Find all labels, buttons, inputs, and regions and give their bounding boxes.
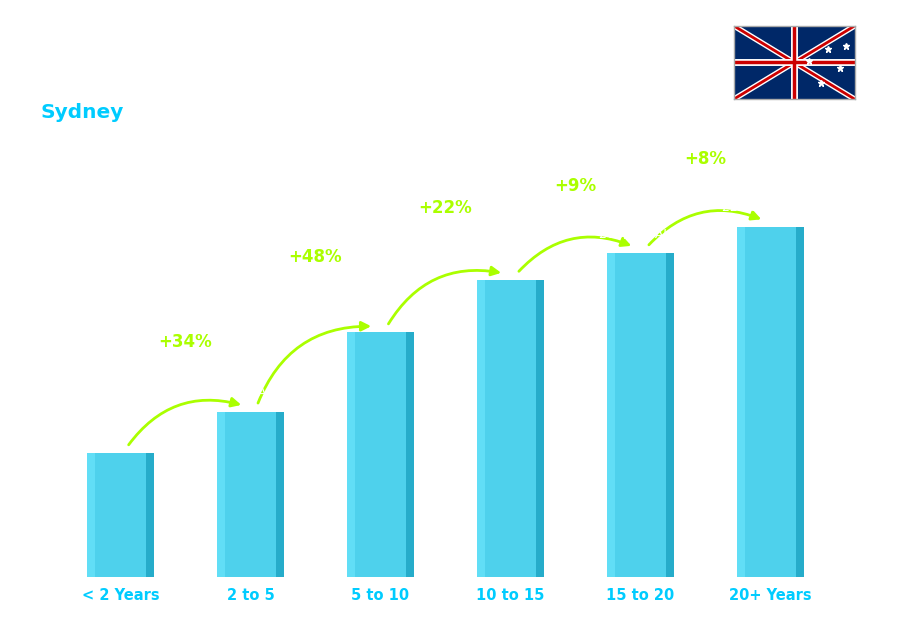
FancyArrowPatch shape bbox=[649, 210, 759, 245]
Bar bbox=[86, 453, 154, 577]
Bar bbox=[607, 253, 615, 577]
FancyArrowPatch shape bbox=[389, 267, 499, 324]
Bar bbox=[796, 227, 805, 577]
Text: Sydney: Sydney bbox=[40, 103, 124, 122]
Text: Salary Comparison By Experience: Salary Comparison By Experience bbox=[40, 22, 592, 51]
Bar bbox=[737, 227, 805, 577]
Bar bbox=[217, 412, 284, 577]
Text: 79,400 AUD: 79,400 AUD bbox=[47, 428, 122, 441]
Text: 106,000 AUD: 106,000 AUD bbox=[202, 387, 285, 399]
Text: +8%: +8% bbox=[685, 150, 726, 168]
FancyArrowPatch shape bbox=[258, 322, 368, 403]
Bar bbox=[86, 453, 94, 577]
Text: +22%: +22% bbox=[418, 199, 472, 217]
Bar bbox=[217, 412, 225, 577]
Bar bbox=[146, 453, 154, 577]
Bar bbox=[477, 279, 544, 577]
Text: Average Yearly Salary: Average Yearly Salary bbox=[881, 315, 892, 428]
Bar bbox=[346, 333, 355, 577]
Bar bbox=[276, 412, 284, 577]
Text: Clinic Manager: Clinic Manager bbox=[40, 72, 190, 92]
Bar bbox=[406, 333, 414, 577]
Bar bbox=[607, 253, 674, 577]
Text: salary: salary bbox=[395, 612, 447, 627]
FancyArrowPatch shape bbox=[519, 237, 628, 271]
Bar bbox=[536, 279, 544, 577]
Text: 225,000 AUD: 225,000 AUD bbox=[723, 201, 806, 214]
Text: +34%: +34% bbox=[158, 333, 212, 351]
Text: 157,000 AUD: 157,000 AUD bbox=[302, 307, 386, 320]
Bar bbox=[346, 333, 414, 577]
Bar bbox=[477, 279, 485, 577]
Text: explorer.com: explorer.com bbox=[450, 612, 550, 627]
FancyArrowPatch shape bbox=[129, 399, 238, 445]
Bar bbox=[666, 253, 674, 577]
Bar bbox=[737, 227, 745, 577]
Text: 208,000 AUD: 208,000 AUD bbox=[598, 228, 682, 240]
Text: 191,000 AUD: 191,000 AUD bbox=[433, 254, 516, 267]
Text: +9%: +9% bbox=[554, 177, 597, 195]
Text: +48%: +48% bbox=[289, 248, 342, 266]
